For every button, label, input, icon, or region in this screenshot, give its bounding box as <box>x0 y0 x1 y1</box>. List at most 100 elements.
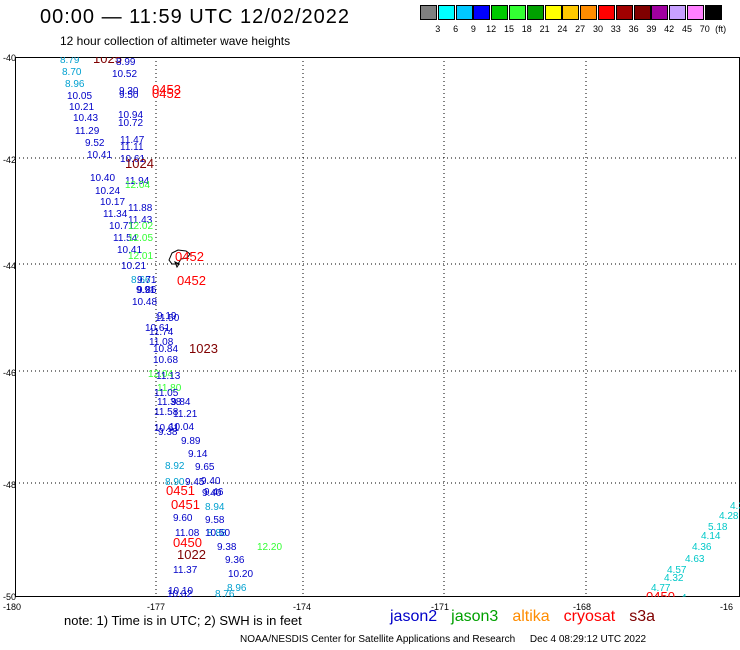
time-label: 0452 <box>177 273 206 288</box>
wave-height-label: 4.36 <box>692 542 712 553</box>
wave-height-label: 9.60 <box>173 513 193 524</box>
wave-height-label: 10.04 <box>169 422 194 433</box>
note-text: note: 1) Time is in UTC; 2) SWH is in fe… <box>64 613 302 628</box>
time-label: 0451 <box>171 497 200 512</box>
legend-label: 15 <box>503 24 515 34</box>
legend-swatch <box>615 5 633 20</box>
wave-height-label: 8.88 <box>207 528 227 539</box>
wave-height-label: 10.94 <box>118 110 143 121</box>
wave-height-label: 11.50 <box>155 313 180 324</box>
wave-height-label: 9.36 <box>225 555 245 566</box>
legend-label: 6 <box>453 24 459 34</box>
wave-height-label: 10.71 <box>109 221 134 232</box>
time-label: 1022 <box>177 547 206 562</box>
legend-swatch <box>704 5 722 20</box>
wave-height-label: 11.58 <box>154 407 179 418</box>
legend-swatch <box>509 5 526 20</box>
wave-height-label: 8.66 <box>131 275 151 286</box>
wave-height-label: 11.34 <box>103 209 128 220</box>
lat-tick-label: -48 <box>3 480 17 490</box>
wave-height-label: 11.47 <box>120 135 145 146</box>
wave-height-label: 5.18 <box>708 522 728 533</box>
wave-height-label: 8.70 <box>62 67 82 78</box>
legend-label: 24 <box>557 24 568 34</box>
legend-swatch <box>580 5 598 20</box>
wave-height-label: 11.29 <box>75 126 100 137</box>
wave-height-label: 4.28 <box>719 511 739 522</box>
legend-label: 30 <box>592 24 604 34</box>
satellite-jason2: jason2 <box>390 608 438 625</box>
wave-height-label: 4.77 <box>651 583 671 594</box>
time-label: 0450 <box>173 535 202 550</box>
legend-label: 45 <box>681 24 693 34</box>
wave-height-label: 8.92 <box>165 461 185 472</box>
island-outline <box>168 249 191 269</box>
wave-height-label: 12.04 <box>125 180 150 191</box>
legend-swatch <box>473 5 491 20</box>
wave-height-label: 10.61 <box>154 423 179 434</box>
wave-height-label: 10.50 <box>205 528 230 539</box>
wave-height-label: 10.72 <box>118 118 143 129</box>
wave-height-label: 11.54 <box>113 233 138 244</box>
wave-height-label: 9.45 <box>185 477 205 488</box>
legend-swatch <box>491 5 509 20</box>
wave-height-label: 11.08 <box>175 528 200 539</box>
wave-height-label: 9.46 <box>204 487 224 498</box>
wave-height-label: 10.17 <box>100 197 125 208</box>
legend-swatch <box>687 5 704 20</box>
wave-height-label: 11.13 <box>156 371 181 382</box>
page-title: 00:00 — 11:59 UTC 12/02/2022 <box>40 6 351 28</box>
footer: NOAA/NESDIS Center for Satellite Applica… <box>240 634 658 645</box>
wave-height-label: 9.84 <box>171 397 191 408</box>
wave-height-label: 11.80 <box>157 383 182 394</box>
satellite-jason3: jason3 <box>451 608 499 625</box>
time-label: 0452 <box>152 86 181 101</box>
wave-height-label: 10.05 <box>67 91 92 102</box>
lat-tick-label: -44 <box>3 261 17 271</box>
time-label: 0451 <box>166 483 195 498</box>
wave-height-label: 8.76 <box>215 589 235 597</box>
legend-label: 27 <box>575 24 586 34</box>
wave-height-label: 9.91 <box>136 285 156 296</box>
legend-swatch <box>437 5 455 20</box>
legend-label: 3 <box>435 24 441 34</box>
satellite-s3a: s3a <box>629 608 656 625</box>
wave-height-label: 10.21 <box>69 102 94 113</box>
wave-height-label: 11.74 <box>149 327 174 338</box>
wave-height-label: 10.52 <box>112 69 137 80</box>
wave-height-label: 11.94 <box>125 176 150 187</box>
wave-height-label: 8.96 <box>227 583 247 594</box>
wave-height-label: 9.52 <box>85 138 105 149</box>
wave-height-label: 10.84 <box>153 344 178 355</box>
wave-height-label: 10.02 <box>167 589 192 597</box>
time-label: 0453 <box>152 82 181 97</box>
wave-height-label: 9.50 <box>119 90 139 101</box>
legend-label: 33 <box>610 24 621 34</box>
wave-height-label: 10.24 <box>95 186 120 197</box>
legend-swatch <box>544 5 562 20</box>
lon-tick-label: -177 <box>147 602 166 612</box>
wave-height-label: 10.61 <box>120 154 145 165</box>
legend-label: 9 <box>470 24 476 34</box>
wave-height-label: 9.38 <box>217 542 237 553</box>
wave-height-label: 9.89 <box>181 436 201 447</box>
wave-height-label: 11.37 <box>173 565 198 576</box>
legend-label: (ft) <box>715 24 727 34</box>
wave-height-label: 10.48 <box>132 297 157 308</box>
wave-height-label: 10.41 <box>87 150 112 161</box>
wave-height-label: 11.38 <box>157 397 182 408</box>
lon-tick-label: -174 <box>293 602 312 612</box>
footer-timestamp: Dec 4 08:29:12 UTC 2022 <box>529 634 647 645</box>
wave-height-label: 11.43 <box>128 215 153 226</box>
wave-height-label: 10.41 <box>117 245 142 256</box>
time-label: 0021 <box>15 57 44 60</box>
satellite-altika: altika <box>512 608 550 625</box>
wave-height-label: 10.20 <box>228 569 253 580</box>
time-label: 1024 <box>125 156 154 171</box>
legend-label: 18 <box>521 24 532 34</box>
wave-height-label: 10.40 <box>90 173 115 184</box>
wave-height-label: 9.58 <box>205 515 225 526</box>
wave-height-label: 4.63 <box>685 554 705 565</box>
time-label: 0452 <box>175 249 204 264</box>
